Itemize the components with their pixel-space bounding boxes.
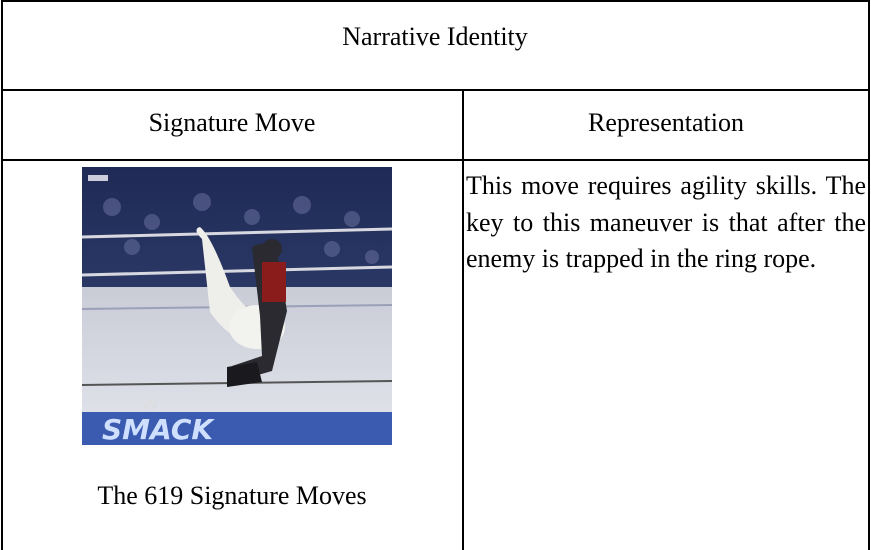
border	[1, 0, 3, 550]
image-caption: The 619 Signature Moves	[97, 481, 367, 510]
cell-text: This move requires agility skills. The k…	[466, 171, 866, 273]
border	[1, 159, 870, 161]
border	[868, 0, 870, 550]
column-header: Representation	[588, 108, 744, 137]
border	[462, 89, 464, 550]
table-title: Narrative Identity	[342, 22, 528, 51]
image: SMACK W	[82, 167, 392, 445]
border	[1, 0, 870, 2]
svg-text:SMACK: SMACK	[102, 413, 215, 445]
column-header: Signature Move	[148, 108, 316, 137]
border	[1, 89, 870, 91]
svg-text:W: W	[142, 395, 158, 414]
